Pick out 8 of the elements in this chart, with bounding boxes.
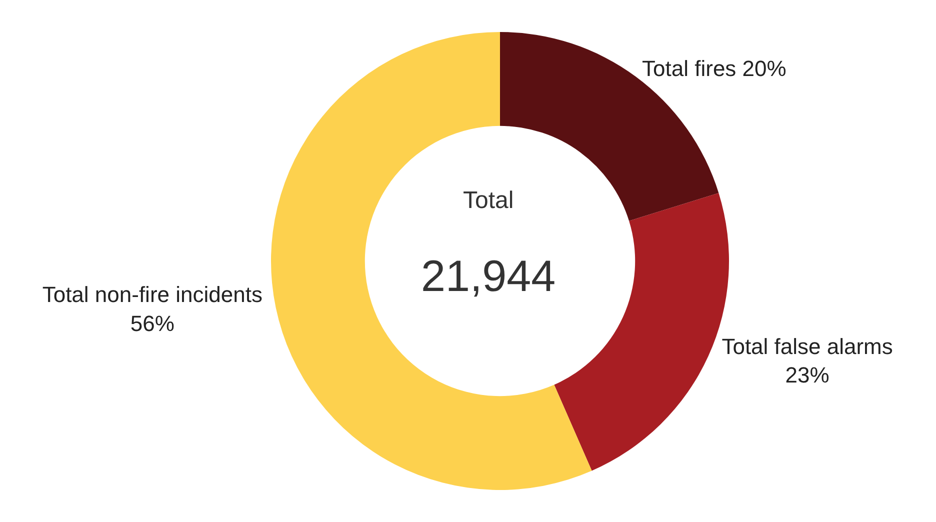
slice-label: Total false alarms [722, 334, 893, 359]
slice-label: Total fires 20% [642, 56, 786, 81]
text: Total [463, 187, 514, 214]
data-label: 56% [130, 310, 174, 336]
donut-slice [271, 32, 592, 490]
slice-label: Total non-fire incidents [42, 282, 262, 308]
text: 21,944 [421, 252, 556, 301]
data-label: 23% [785, 362, 830, 388]
